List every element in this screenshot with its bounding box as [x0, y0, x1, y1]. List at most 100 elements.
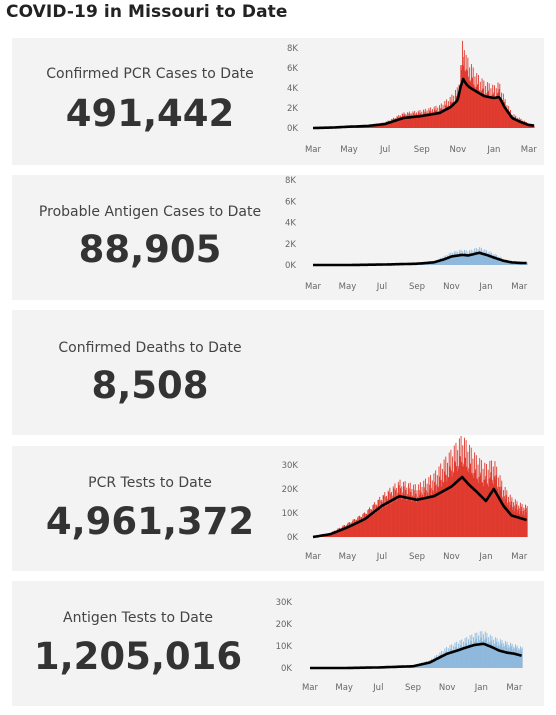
x-tick-label: May [335, 683, 353, 693]
daily-bar [500, 645, 502, 668]
daily-bar [517, 509, 519, 537]
daily-bar [376, 124, 378, 128]
daily-bar [455, 442, 457, 537]
daily-bar [447, 257, 449, 265]
daily-bar [458, 84, 460, 128]
daily-bar [462, 445, 464, 537]
daily-bar [463, 253, 465, 265]
daily-bar [400, 499, 402, 537]
daily-bar [435, 470, 437, 537]
daily-bar [460, 645, 462, 668]
daily-bar [446, 646, 448, 668]
daily-bar [448, 106, 450, 128]
daily-bar [461, 461, 463, 537]
daily-bar [482, 468, 484, 537]
daily-bar [340, 528, 342, 537]
daily-bar [446, 481, 448, 537]
daily-bar [437, 655, 439, 668]
daily-bar [374, 125, 376, 128]
daily-bar [396, 492, 398, 537]
daily-bar [414, 110, 416, 128]
daily-bar [433, 659, 435, 668]
daily-bar [376, 505, 378, 537]
daily-bar [447, 101, 449, 128]
daily-bar [502, 496, 504, 537]
daily-bar [419, 482, 421, 537]
daily-bar [516, 119, 518, 128]
daily-bar [374, 502, 376, 537]
y-tick-label: 4K [287, 84, 298, 94]
daily-bar [447, 462, 448, 537]
daily-bar [469, 253, 471, 265]
daily-bar [380, 499, 382, 537]
daily-bar [449, 255, 451, 265]
daily-bar [520, 646, 521, 668]
daily-bar [474, 452, 476, 537]
daily-bar [513, 646, 515, 668]
daily-bar [409, 482, 411, 537]
daily-bar [500, 486, 502, 537]
daily-bar [522, 120, 524, 128]
daily-bar [356, 519, 357, 537]
daily-bar [507, 650, 509, 668]
daily-bar [329, 534, 331, 537]
daily-bar [450, 252, 452, 265]
daily-bar [451, 650, 453, 668]
daily-bar [471, 77, 473, 128]
daily-bar [461, 639, 463, 668]
daily-bar [494, 461, 496, 537]
daily-bar [335, 530, 337, 537]
daily-bar [510, 505, 512, 537]
daily-bar [503, 649, 505, 668]
daily-bar [345, 525, 347, 537]
daily-bar [491, 98, 492, 128]
daily-bar [412, 495, 413, 537]
daily-bar [432, 112, 434, 128]
daily-bar [496, 258, 498, 265]
daily-bar [504, 496, 506, 537]
daily-bar [497, 477, 499, 537]
daily-bar [415, 502, 417, 537]
daily-bar [332, 532, 334, 537]
daily-bar [487, 92, 489, 128]
daily-bar [486, 82, 488, 128]
daily-bar [446, 99, 448, 128]
daily-bar [507, 648, 509, 668]
daily-bar [469, 463, 471, 537]
daily-bar [504, 487, 506, 537]
daily-bar [367, 509, 369, 537]
daily-bar [502, 648, 504, 668]
daily-bar [478, 476, 480, 537]
daily-bar [470, 640, 472, 668]
daily-bar [363, 512, 365, 537]
daily-bar [437, 111, 439, 128]
daily-bar [442, 481, 444, 537]
daily-bar [427, 495, 429, 537]
daily-bar [400, 488, 402, 537]
daily-bar [457, 97, 459, 128]
daily-bar [468, 639, 469, 668]
daily-bar [401, 118, 403, 128]
daily-bar [453, 650, 455, 668]
daily-bar [470, 641, 472, 668]
daily-bar [453, 95, 455, 128]
daily-bar [389, 120, 391, 128]
daily-bar [482, 89, 484, 128]
daily-bar [347, 522, 349, 537]
daily-bar [459, 88, 461, 128]
daily-bar [360, 522, 361, 537]
daily-bar [504, 260, 506, 265]
x-tick-label: Mar [302, 683, 319, 693]
daily-bar [336, 529, 338, 537]
daily-bar [404, 117, 406, 128]
daily-bar [506, 105, 508, 128]
moving-average-line [312, 77, 535, 130]
daily-bar [469, 250, 470, 265]
daily-bar [334, 532, 336, 537]
daily-bar [341, 529, 343, 537]
daily-bar [511, 646, 513, 668]
daily-bar [472, 643, 474, 668]
daily-bar [467, 472, 469, 537]
daily-bar [514, 505, 516, 537]
daily-bar [387, 122, 388, 128]
